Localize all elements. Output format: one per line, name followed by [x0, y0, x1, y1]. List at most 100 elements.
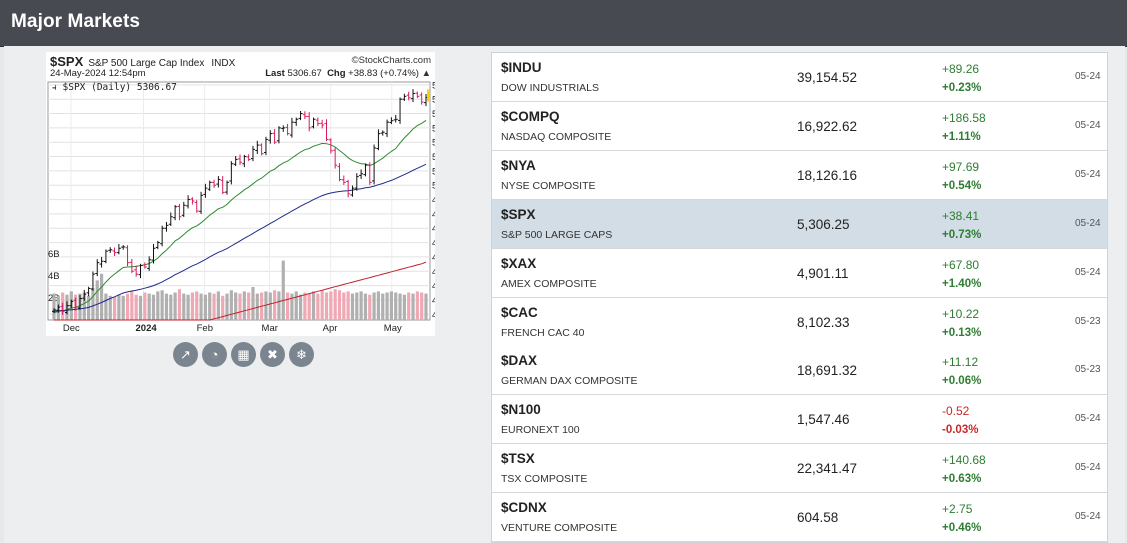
market-symbol[interactable]: $N100	[501, 402, 541, 418]
market-change: +89.26	[942, 62, 980, 76]
market-symbol[interactable]: $NYA	[501, 157, 536, 173]
volume-bar	[294, 291, 298, 320]
volume-bar	[199, 293, 203, 320]
volume-bar	[363, 293, 368, 320]
market-description: VENTURE COMPOSITE	[501, 522, 618, 535]
market-change: +186.58	[942, 110, 986, 125]
volume-bar	[117, 294, 121, 320]
market-change: +2.75	[942, 502, 973, 517]
y-tick-label: 5100	[432, 152, 435, 163]
volume-bar	[91, 288, 95, 320]
market-change-percent: +0.13%	[942, 326, 982, 339]
volume-bar	[147, 293, 151, 320]
market-date: 05-24	[1075, 511, 1101, 523]
market-symbol[interactable]: $DAX	[501, 353, 538, 369]
volume-bar	[173, 292, 177, 320]
x-tick-label: 2024	[136, 323, 158, 334]
volume-bar	[311, 291, 316, 320]
market-symbol[interactable]: $TSX	[501, 451, 535, 467]
volume-bar	[208, 292, 212, 320]
market-row-spx[interactable]: $SPX S&P 500 LARGE CAPS 5,306.25 +38.41 +0.7…	[492, 199, 1107, 249]
market-row-nya[interactable]: $NYA NYSE COMPOSITE 18,126.16 +97.69 +0.54% 0…	[492, 150, 1107, 200]
page-header: Major Markets	[0, 0, 1127, 47]
chart-legend-text: $SPX (Daily) 5306.67	[62, 82, 177, 93]
y-tick-label: 5000	[432, 181, 435, 192]
volume-bar	[82, 292, 86, 320]
volume-bar	[285, 292, 290, 320]
market-price: 8,102.33	[797, 314, 850, 330]
market-symbol[interactable]: $SPX	[501, 206, 536, 222]
market-description: DOW INDUSTRIALS	[501, 82, 600, 94]
chart-canvas: 4550 4600 4650 4700 4750 4800 4850 4900 4950 5000…	[47, 80, 435, 334]
market-price: 18,126.16	[797, 167, 858, 183]
y-tick-label: 4900	[432, 209, 435, 220]
market-description: EURONEXT 100	[501, 424, 580, 437]
volume-bar	[415, 291, 419, 320]
market-row-compq[interactable]: $COMPQ NASDAQ COMPOSITE 16,922.62 +186.58 +1…	[492, 101, 1107, 151]
volume-bar	[333, 289, 337, 320]
market-symbol[interactable]: $CDNX	[501, 500, 547, 516]
market-row-dax[interactable]: $DAX GERMAN DAX COMPOSITE 18,691.32 +11.12 +…	[492, 346, 1107, 396]
perf-chart-button[interactable]: ◔	[202, 342, 227, 367]
market-row-tsx[interactable]: $TSX TSX COMPOSITE 22,341.47 +140.68 +0.63% 0…	[492, 444, 1107, 494]
volume-bar	[52, 293, 56, 320]
volume-bar	[112, 296, 117, 320]
volume-bar	[316, 293, 320, 320]
spx-chart[interactable]: 4550 4600 4650 4700 4750 4800 4850 4900 4950 5000…	[46, 52, 435, 336]
y-tick-label: 4800	[432, 238, 435, 249]
market-change-percent: +0.63%	[942, 473, 982, 486]
gallery-button[interactable]: ✖	[260, 342, 285, 367]
ma-short-line	[53, 119, 427, 314]
volume-bar	[99, 273, 104, 320]
seasonality-button[interactable]: ❄	[289, 342, 314, 367]
volume-bar	[238, 293, 242, 320]
market-row-cac[interactable]: $CAC FRENCH CAC 40 8,102.33 +10.22 +0.13% 05-…	[492, 297, 1107, 347]
market-description: AMEX COMPOSITE	[501, 277, 597, 290]
chart-chg-label: Chg	[327, 68, 346, 79]
ma-long-line	[54, 261, 427, 321]
chart-title: $SPX S&P 500 Large Cap Index INDX ©Stock…	[50, 54, 433, 69]
volume-bar	[177, 289, 182, 320]
volume-bar	[424, 293, 428, 320]
volume-bar	[95, 280, 99, 320]
market-symbol[interactable]: $CAC	[501, 304, 538, 320]
volume-bar	[212, 293, 216, 320]
chart-subtitle: 24-May-2024 12:54pm Last 5306.67 Chg +38…	[50, 68, 433, 80]
y-tick-label: 4550	[432, 310, 435, 321]
volume-bar	[337, 290, 342, 320]
volume-bar	[125, 293, 130, 320]
volume-bar	[381, 293, 385, 320]
market-row-cdnx[interactable]: $CDNX VENTURE COMPOSITE 604.58 +2.75 +0.46% 0…	[492, 493, 1107, 543]
volume-bar	[169, 294, 173, 320]
volume-bar	[290, 293, 294, 320]
chart-last-value: 5306.67	[287, 68, 322, 79]
volume-bar	[273, 290, 277, 320]
market-date: 05-24	[1075, 462, 1101, 474]
plot-frame	[47, 81, 431, 321]
volume-bar	[277, 291, 281, 320]
volume-bar	[203, 294, 207, 320]
volume-bar	[247, 292, 251, 320]
line-chart-button[interactable]: ↗	[173, 342, 198, 367]
market-date: 05-24	[1075, 413, 1101, 425]
y-tick-label: 4750	[432, 252, 435, 263]
volume-bar	[143, 292, 147, 320]
market-change: +97.69	[942, 159, 980, 174]
market-row-xax[interactable]: $XAX AMEX COMPOSITE 4,901.11 +67.80 +1.40% 05…	[492, 248, 1107, 298]
volume-bar	[346, 291, 350, 320]
volume-bar	[108, 295, 112, 320]
market-symbol[interactable]: $COMPQ	[501, 108, 560, 124]
market-row-indu[interactable]: $INDU DOW INDUSTRIALS 39,154.52 +89.26 +0.23…	[492, 53, 1107, 102]
market-price: 22,341.47	[797, 461, 858, 477]
volume-bar	[229, 290, 233, 320]
market-date: 05-23	[1075, 315, 1101, 327]
market-date: 05-24	[1075, 266, 1101, 278]
market-change-percent: +0.46%	[942, 522, 982, 535]
market-symbol[interactable]: $INDU	[501, 60, 542, 75]
market-change-percent: +1.11%	[942, 130, 981, 143]
y-tick-label: 5250	[432, 109, 435, 120]
market-row-n100[interactable]: $N100 EURONEXT 100 1,547.46 -0.52 -0.03% 05-2…	[492, 395, 1107, 445]
volume-bar	[251, 287, 255, 320]
candle-chart-button[interactable]: ▦	[231, 342, 256, 367]
market-symbol[interactable]: $XAX	[501, 255, 537, 271]
